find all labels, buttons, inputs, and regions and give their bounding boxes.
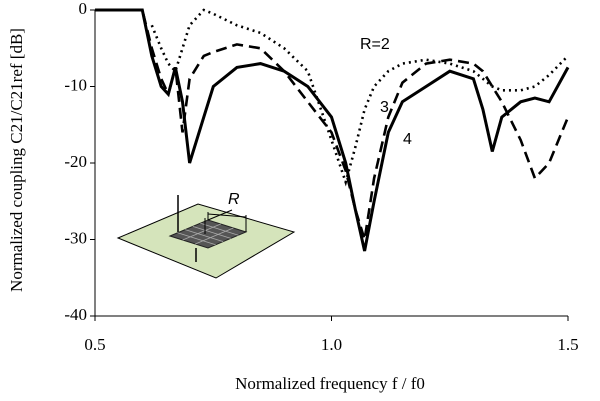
line-series <box>95 8 570 240</box>
series-label: 3 <box>380 99 389 116</box>
x-tick-label: 0.5 <box>84 335 105 354</box>
series-label: 4 <box>403 131 412 148</box>
y-axis-label: Normalized coupling C21/C21ref [dB] <box>7 28 26 292</box>
x-tick-label: 1.0 <box>321 335 342 354</box>
line-series <box>95 8 570 252</box>
y-tick-label: -10 <box>64 75 87 94</box>
y-tick-label: -30 <box>64 228 87 247</box>
y-tick-label: -20 <box>64 152 87 171</box>
inset-label: R <box>228 191 240 208</box>
inset-illustration <box>116 195 296 279</box>
series-label: R=2 <box>360 36 390 53</box>
y-tick-label: -40 <box>64 305 87 324</box>
x-tick-label: 1.5 <box>557 335 578 354</box>
line-series <box>150 8 569 187</box>
y-tick-label: 0 <box>79 0 88 18</box>
x-axis-label: Normalized frequency f / f0 <box>235 374 425 393</box>
